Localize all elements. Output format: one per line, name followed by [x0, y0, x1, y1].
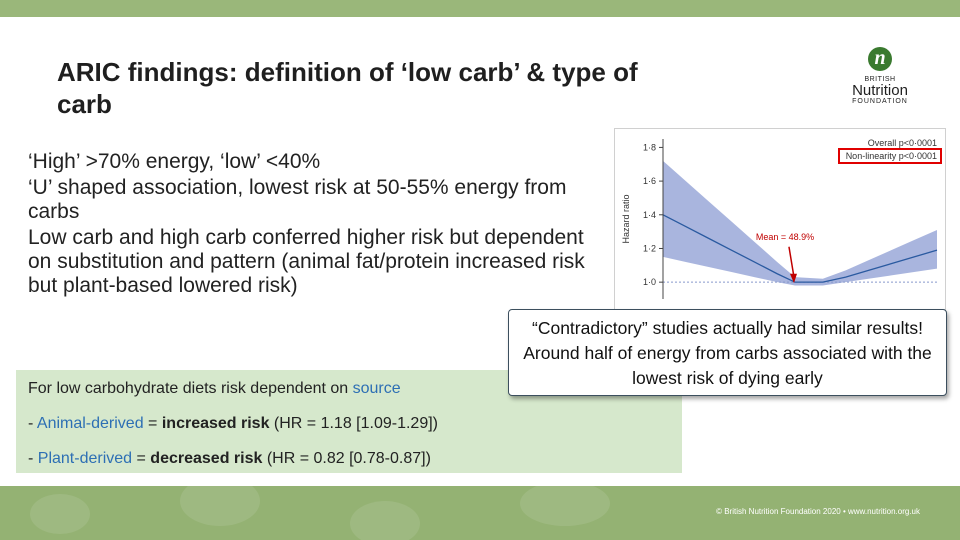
bottom-color-band: © British Nutrition Foundation 2020 • ww… — [0, 486, 960, 540]
top-color-band — [0, 0, 960, 17]
animal-derived-line: - Animal-derived = increased risk (HR = … — [28, 415, 438, 433]
y-tick-label: 1·4 — [643, 210, 656, 220]
animal-derived-label: Animal-derived — [36, 415, 144, 432]
equals: = — [143, 415, 162, 432]
source-intro-text: For low carbohydrate diets risk dependen… — [28, 380, 353, 397]
confidence-band — [663, 160, 937, 286]
mean-annotation: Mean = 48.9% — [756, 232, 814, 242]
y-tick-label: 1·2 — [643, 243, 656, 253]
equals: = — [132, 450, 151, 467]
hazard-ratio-chart-svg: 1·0 1·2 1·4 1·6 1·8 Hazard ratio Overall p<0… — [621, 138, 942, 299]
source-highlight: source — [352, 380, 401, 397]
bullet-item: ‘U’ shaped association, lowest risk at 5… — [28, 176, 567, 223]
source-intro-line: For low carbohydrate diets risk dependen… — [28, 380, 401, 398]
animal-hr-value: (HR = 1.18 [1.09-1.29]) — [269, 415, 438, 432]
overall-p-label: Overall p<0·0001 — [868, 138, 937, 148]
y-tick-label: 1·6 — [643, 176, 656, 186]
confidence-band-group — [663, 160, 937, 286]
y-tick-label: 1·0 — [643, 277, 656, 287]
callout-text: “Contradictory” studies actually had sim… — [523, 318, 932, 388]
chart-axis-group: 1·0 1·2 1·4 1·6 1·8 — [643, 139, 664, 299]
contradictory-studies-callout: “Contradictory” studies actually had sim… — [508, 309, 947, 396]
bullet-item: Low carb and high carb conferred higher … — [28, 226, 585, 297]
decreased-risk-label: decreased risk — [150, 450, 263, 467]
dash: - — [28, 415, 37, 432]
non-linearity-p-label: Non-linearity p<0·0001 — [846, 151, 937, 161]
bnf-logo-line3: FOUNDATION — [852, 98, 908, 105]
footer-copyright: © British Nutrition Foundation 2020 • ww… — [716, 507, 920, 516]
bnf-logo: n BRITISH Nutrition FOUNDATION — [840, 47, 920, 117]
plant-hr-value: (HR = 0.82 [0.78-0.87]) — [262, 450, 431, 467]
chart-lines-group — [662, 214, 938, 284]
decorative-leaf — [520, 486, 610, 526]
bnf-logo-line2: Nutrition — [852, 82, 908, 99]
bullet-list: ‘High’ >70% energy, ‘low’ <40% ‘U’ shape… — [28, 150, 588, 300]
decorative-leaf — [350, 501, 420, 540]
bullet-item: ‘High’ >70% energy, ‘low’ <40% — [28, 150, 321, 173]
plant-derived-label: Plant-derived — [37, 450, 133, 467]
plant-derived-line: - Plant-derived = decreased risk (HR = 0… — [28, 450, 431, 468]
non-linearity-highlight-box — [838, 148, 942, 164]
decorative-leaf — [30, 494, 90, 534]
y-axis-label: Hazard ratio — [621, 194, 631, 243]
slide-title: ARIC findings: definition of ‘low carb’ … — [57, 57, 638, 119]
mean-arrow-head — [789, 273, 797, 284]
dash: - — [28, 450, 38, 467]
hazard-ratio-chart: 1·0 1·2 1·4 1·6 1·8 Hazard ratio Overall p<0… — [614, 128, 946, 310]
increased-risk-label: increased risk — [161, 415, 270, 432]
decorative-leaf — [180, 486, 260, 526]
y-tick-label: 1·8 — [643, 142, 656, 152]
bnf-logo-mark: n — [868, 47, 892, 71]
mean-arrow-shaft — [788, 246, 795, 278]
bnf-logo-line1: BRITISH — [864, 76, 896, 83]
hazard-ratio-line — [662, 214, 938, 283]
